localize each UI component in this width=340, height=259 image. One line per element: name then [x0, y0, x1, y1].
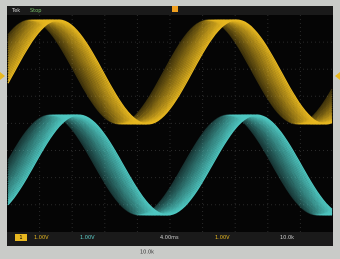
brand: Tek — [11, 8, 20, 14]
trigger-level: 1.00V — [215, 235, 230, 241]
ch1-scale: 1.00V — [34, 235, 49, 241]
run-status: Stop — [30, 8, 41, 14]
bottom-readout: 10.0k — [140, 250, 154, 256]
oscilloscope-screen: Tek Stop 1 1.00V 1.00V 4.00ms 1.00V 10.0… — [0, 0, 340, 259]
ch1-label: 1 — [19, 235, 22, 241]
top-bar — [7, 6, 333, 15]
ch2-scale: 1.00V — [80, 235, 95, 241]
timebase: 4.00ms — [160, 235, 179, 241]
trigger-position — [172, 6, 178, 12]
page: {"header": {"brand": "Tek", "status": "S… — [0, 0, 340, 259]
record-length: 10.0k — [280, 235, 294, 241]
